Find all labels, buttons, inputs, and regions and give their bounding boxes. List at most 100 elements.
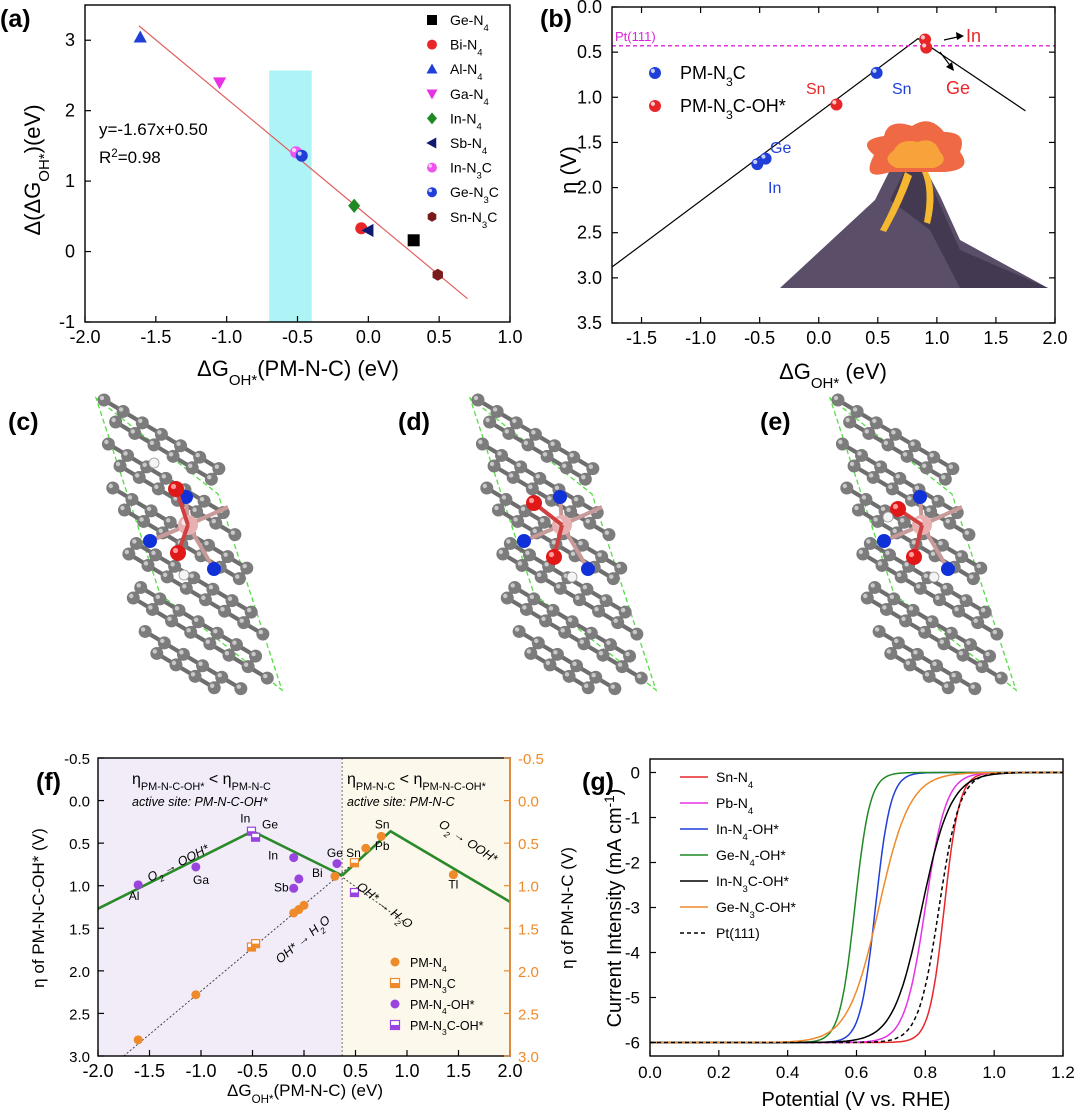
nitrogen-atom xyxy=(941,562,955,576)
y-tick-label: 3.0 xyxy=(577,268,602,288)
carbon-highlight xyxy=(99,395,105,401)
carbon-highlight xyxy=(532,528,537,534)
carbon-atom xyxy=(887,592,901,606)
carbon-highlight xyxy=(924,672,930,677)
carbon-atom xyxy=(228,528,242,542)
carbon-highlight xyxy=(230,530,236,535)
sphere-body xyxy=(649,67,661,79)
carbon-highlight xyxy=(891,430,896,435)
carbon-highlight xyxy=(510,583,515,588)
carbon-highlight xyxy=(606,640,611,645)
carbon-highlight xyxy=(535,474,541,479)
carbon-atom xyxy=(949,670,963,684)
carbon-atom xyxy=(543,658,557,672)
legend-marker xyxy=(389,1019,401,1031)
carbon-atom xyxy=(203,637,217,651)
carbon-atom xyxy=(210,626,224,640)
carbon-atom xyxy=(941,681,955,695)
carbon-highlight xyxy=(889,594,895,600)
carbon-atom xyxy=(937,637,951,651)
carbon-atom xyxy=(919,461,933,475)
y-tick-label: 0.5 xyxy=(577,42,602,62)
carbon-highlight xyxy=(152,649,157,654)
carbon-highlight xyxy=(127,495,133,500)
carbon-highlight xyxy=(992,629,998,635)
carbon-highlight xyxy=(885,550,890,556)
y-axis-title-left: η of PM-N-C-OH* (V) xyxy=(29,828,48,988)
carbon-atom xyxy=(583,516,597,530)
panel-label-f: (f) xyxy=(36,768,61,796)
carbon-atom xyxy=(159,471,173,485)
carbon-atom xyxy=(234,682,248,696)
sphere-highlight xyxy=(428,164,432,168)
carbon-atom xyxy=(229,638,243,652)
carbon-highlight xyxy=(541,616,546,622)
sphere-highlight xyxy=(297,151,302,156)
carbon-highlight xyxy=(616,563,621,569)
x-tick-label: -1.5 xyxy=(134,1061,165,1081)
nitrogen-atom xyxy=(877,534,891,548)
carbon-highlight xyxy=(845,417,850,423)
marker-fill xyxy=(350,892,359,897)
carbon-atom xyxy=(191,615,205,629)
lsv-curve xyxy=(650,771,1063,1044)
legend-label: Sn-N4 xyxy=(716,769,753,791)
y-tick-label: 0.0 xyxy=(69,794,90,811)
carbon-atom xyxy=(128,426,142,440)
carbon-atom xyxy=(534,570,548,584)
arrow-ge-head xyxy=(946,62,954,71)
carbon-highlight xyxy=(143,561,149,566)
carbon-highlight xyxy=(581,475,586,480)
carbon-highlight xyxy=(186,628,191,633)
carbon-highlight xyxy=(588,464,594,469)
carbon-atom xyxy=(244,605,258,619)
carbon-highlight xyxy=(497,451,502,456)
carbon-highlight xyxy=(941,475,946,480)
carbon-atom xyxy=(198,593,212,607)
carbon-atom xyxy=(931,494,945,508)
carbon-atom xyxy=(882,548,896,562)
carbon-highlight xyxy=(973,618,978,623)
x-tick-label: 0.0 xyxy=(638,1063,662,1082)
x-tick-label: 1.5 xyxy=(983,328,1008,348)
legend-label: In-N4 xyxy=(450,110,482,131)
carbon-highlight xyxy=(190,672,196,677)
carbon-highlight xyxy=(132,539,137,544)
carbon-highlight xyxy=(873,517,878,522)
legend-marker xyxy=(427,39,437,50)
legend-label: PM-N3C-OH* xyxy=(410,1019,484,1037)
carbon-atom xyxy=(875,558,889,572)
y-axis-title: η (V) xyxy=(556,146,581,194)
marker-fill xyxy=(350,862,359,867)
point-label: Sn xyxy=(375,818,390,832)
carbon-atom xyxy=(596,648,610,662)
carbon-highlight xyxy=(213,629,218,634)
carbon-atom xyxy=(623,649,637,663)
point-label: Tl xyxy=(448,877,458,891)
carbon-atom xyxy=(129,536,143,550)
data-point xyxy=(830,98,843,111)
carbon-atom xyxy=(550,647,564,661)
carbon-highlight xyxy=(997,673,1002,679)
y-tick-label: -6 xyxy=(625,1034,640,1053)
carbon-atom xyxy=(540,449,554,463)
carbon-atom xyxy=(168,559,182,573)
x-axis-title: ΔGOH*(PM-N-C) (eV) xyxy=(227,1081,383,1106)
carbon-atom xyxy=(608,682,622,696)
point-label: Ge xyxy=(327,846,343,860)
carbon-atom xyxy=(881,438,895,452)
carbon-highlight xyxy=(908,606,914,611)
carbon-atom xyxy=(527,592,541,606)
carbon-atom xyxy=(856,547,870,561)
y-tick-label: -0.5 xyxy=(64,751,90,768)
carbon-atom xyxy=(903,658,917,672)
carbon-atom xyxy=(847,459,861,473)
carbon-highlight xyxy=(926,507,931,512)
pm-n4-point xyxy=(330,871,340,881)
hydrogen-atom xyxy=(148,457,160,469)
carbon-atom xyxy=(592,604,606,618)
carbon-highlight xyxy=(550,441,555,446)
carbon-atom xyxy=(471,393,485,407)
y-tick-label-right: 1.5 xyxy=(518,921,539,938)
